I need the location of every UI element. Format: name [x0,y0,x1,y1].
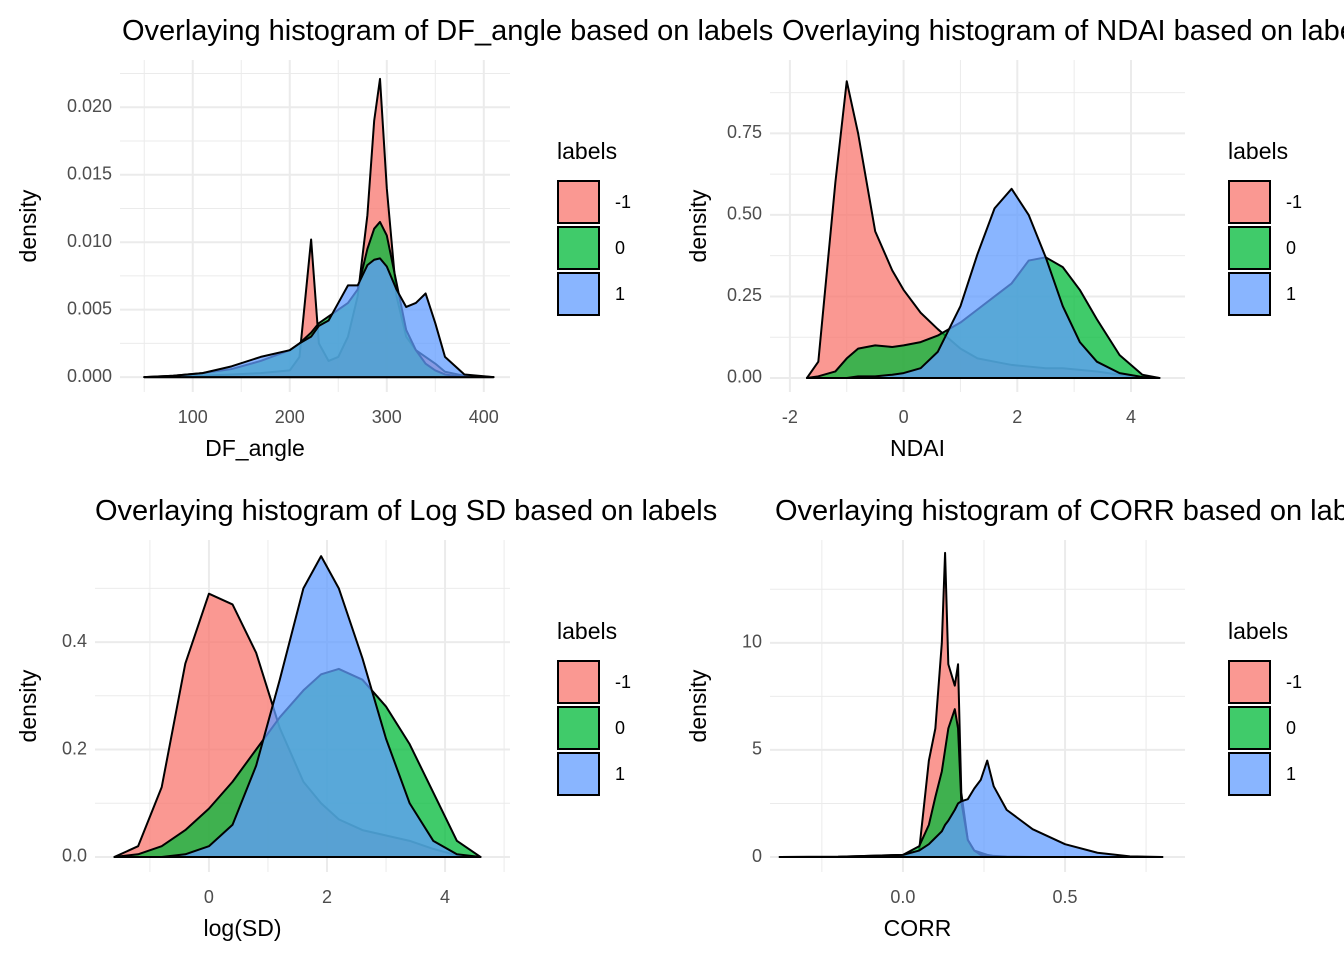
x-axis-label: DF_angle [205,435,305,461]
legend-label: -1 [615,192,631,212]
y-tick-label: 0.005 [67,298,112,318]
panel: 0 2 4 0.0 0.2 0.4 Overlaying histogram of Log … [15,495,717,941]
x-tick-label: 100 [178,407,208,427]
legend-key [1228,226,1271,270]
y-tick-label: 0.00 [727,367,762,387]
y-tick-label: 0.020 [67,96,112,116]
legend-title: labels [1228,618,1288,644]
x-tick-label: 2 [322,887,332,907]
legend-key [1228,180,1271,224]
legend-label: 0 [1286,718,1296,738]
legend-key [557,272,600,316]
x-tick-label: 0 [204,887,214,907]
x-tick-label: 2 [1012,407,1022,427]
y-tick-label: 0.0 [62,846,87,866]
x-tick-label: -2 [782,407,798,427]
x-tick-label: 4 [1126,407,1136,427]
legend-label: -1 [1286,672,1302,692]
legend-key [557,180,600,224]
density-area [113,555,482,858]
legend-key [557,226,600,270]
legend-title: labels [1228,138,1288,164]
x-tick-label: 200 [275,407,305,427]
x-axis-label: log(SD) [204,915,282,941]
x-tick-label: 4 [440,887,450,907]
legend-label: 0 [1286,238,1296,258]
y-axis-label: density [685,669,711,742]
panel: 100 200 300 4000.0000.0050.0100.0150.020Ove… [15,15,773,461]
density-area [143,257,495,379]
y-tick-label: 0.50 [727,204,762,224]
y-tick-label: 0.2 [62,738,87,758]
legend-label: 1 [1286,284,1296,304]
x-tick-label: 0.0 [890,887,915,907]
x-tick-label: 400 [469,407,499,427]
density-area [805,187,1161,379]
chart-title: Overlaying histogram of NDAI based on la… [782,15,1344,47]
legend-label: -1 [615,672,631,692]
chart-title: Overlaying histogram of DF_angle based o… [122,15,773,47]
legend-key [557,660,600,704]
y-tick-label: 0.75 [727,122,762,142]
legend-label: 1 [1286,764,1296,784]
x-axis-label: CORR [884,915,952,941]
y-axis-label: density [15,669,41,742]
legend-title: labels [557,618,617,644]
y-tick-label: 0.010 [67,231,112,251]
legend-label: 0 [615,718,625,738]
y-axis-label: density [15,189,41,262]
legend-key [1228,752,1271,796]
y-tick-label: 5 [752,739,762,759]
legend-key [557,752,600,796]
legend-label: 1 [615,764,625,784]
y-tick-label: 10 [742,632,762,652]
x-tick-label: 300 [372,407,402,427]
y-tick-label: 0.25 [727,285,762,305]
legend-key [557,706,600,750]
legend-key [1228,706,1271,750]
x-tick-label: 0.5 [1053,887,1078,907]
y-axis-label: density [685,189,711,262]
legend-label: -1 [1286,192,1302,212]
density-area [778,759,1164,859]
x-axis-label: NDAI [890,435,945,461]
y-tick-label: 0.015 [67,163,112,183]
y-tick-label: 0.000 [67,366,112,386]
legend-key [1228,272,1271,316]
chart-title: Overlaying histogram of CORR based on la… [775,495,1344,527]
y-tick-label: 0.4 [62,631,87,651]
legend-label: 0 [615,238,625,258]
panel: -2 0 2 4 0.00 0.25 0.50 0.75 Overlaying histogra… [685,15,1344,461]
legend-label: 1 [615,284,625,304]
y-tick-label: 0 [752,846,762,866]
x-tick-label: 0 [899,407,909,427]
chart-title: Overlaying histogram of Log SD based on … [95,495,717,527]
legend-title: labels [557,138,617,164]
legend-key [1228,660,1271,704]
